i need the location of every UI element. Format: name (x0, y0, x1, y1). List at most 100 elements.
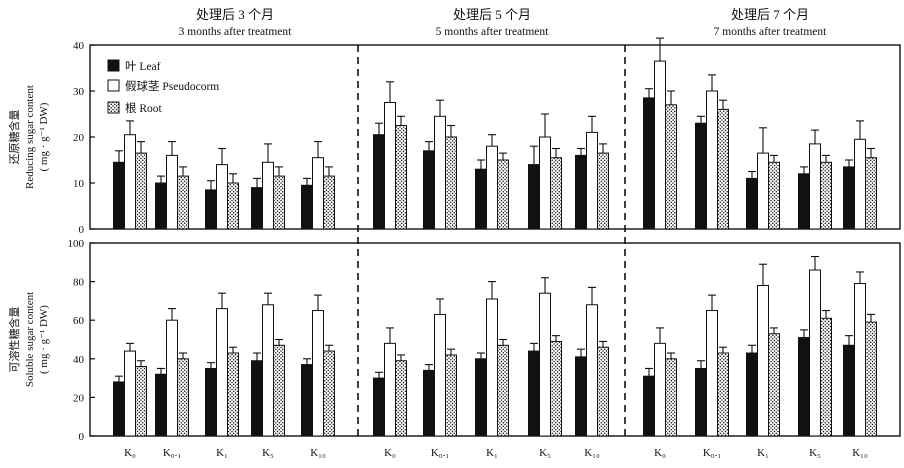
bar (262, 161, 274, 230)
category-label: K₀.₁ (163, 447, 182, 459)
bar (323, 175, 335, 230)
y-axis-label: 可溶性糖含量 (7, 307, 21, 373)
legend-swatch (107, 59, 120, 72)
bar (486, 298, 498, 437)
bar (706, 90, 718, 230)
bar (865, 157, 877, 230)
bar (434, 313, 446, 437)
bar (124, 350, 136, 437)
bar (695, 367, 707, 437)
bar (301, 364, 313, 437)
bar (665, 358, 677, 437)
bar (768, 333, 780, 437)
category-label: K₁ (757, 447, 769, 459)
y-axis-label: ( mg · g⁻¹ DW) (38, 102, 50, 171)
bar (706, 310, 718, 437)
category-label: K₀ (654, 447, 666, 459)
bar (820, 161, 832, 230)
y-axis-label: Soluble sugar content (24, 292, 36, 387)
period-title-cn: 处理后 3 个月 (196, 7, 274, 22)
period-title-en: 7 months after treatment (714, 26, 828, 38)
bar (539, 136, 551, 230)
bar (550, 340, 562, 437)
bar (497, 159, 509, 230)
bar (528, 350, 540, 437)
bar (597, 346, 609, 437)
y-axis-label: ( mg · g⁻¹ DW) (38, 305, 50, 374)
y-axis-label: Reducing sugar content (24, 85, 36, 189)
bar (273, 344, 285, 437)
bar (423, 369, 435, 437)
bar (528, 164, 540, 230)
y-tick-label: 20 (73, 132, 85, 144)
category-label: K₀ (384, 447, 396, 459)
bar (798, 173, 810, 230)
period-titles: 处理后 3 个月 3 months after treatment 处理后 5 个月… (179, 7, 828, 38)
category-label: K₁₀ (584, 447, 600, 459)
bar (155, 373, 167, 437)
bar (251, 360, 263, 437)
bar (177, 358, 189, 437)
bar (301, 184, 313, 230)
bar (113, 161, 125, 230)
category-label: K₁₀ (852, 447, 868, 459)
bar (843, 344, 855, 437)
category-label: K₀ (124, 447, 136, 459)
category-label: K₅ (539, 447, 551, 459)
y-axis-label: 还原糖含量 (7, 110, 21, 165)
legend: 叶 Leaf 假球茎 Pseudocorm 根 Root (107, 59, 219, 115)
bar (251, 187, 263, 230)
y-tick-label: 80 (73, 277, 85, 289)
bar (539, 292, 551, 437)
y-tick-label: 30 (73, 86, 85, 98)
bar (820, 317, 832, 437)
category-label: K₁ (216, 447, 228, 459)
bar (854, 138, 866, 230)
bar (227, 352, 239, 437)
bar (865, 321, 877, 437)
bar (216, 308, 228, 437)
bar (809, 269, 821, 437)
bar (155, 182, 167, 230)
bar-groups (113, 37, 877, 437)
legend-swatch (107, 79, 120, 92)
bar (124, 134, 136, 230)
period-title-en: 5 months after treatment (436, 26, 550, 38)
bar (717, 108, 729, 230)
bar (798, 337, 810, 437)
bar (695, 122, 707, 230)
y-tick-label: 40 (73, 354, 85, 366)
category-label: K₁₀ (310, 447, 326, 459)
period-dividers (357, 45, 626, 436)
bar (434, 115, 446, 230)
bar (445, 354, 457, 437)
bar (586, 131, 598, 230)
bar (475, 358, 487, 437)
bar (323, 350, 335, 437)
bar (854, 283, 866, 437)
legend-swatch (107, 101, 120, 114)
category-label: K₁ (486, 447, 498, 459)
bar (809, 143, 821, 230)
bar (643, 375, 655, 437)
bar (768, 161, 780, 230)
bar (475, 168, 487, 230)
bar (597, 152, 609, 230)
bar (384, 102, 396, 230)
bar (654, 60, 666, 230)
bar (757, 152, 769, 230)
bar (717, 352, 729, 437)
bar (423, 150, 435, 230)
bar (373, 377, 385, 437)
bar (205, 189, 217, 230)
bar (312, 310, 324, 437)
bar (654, 342, 666, 437)
legend-label: 假球茎 Pseudocorm (125, 79, 219, 93)
bar (643, 97, 655, 230)
y-tick-label: 100 (68, 238, 85, 250)
bar (135, 152, 147, 230)
bar (135, 366, 147, 437)
bar (746, 177, 758, 230)
period-title-en: 3 months after treatment (179, 26, 293, 38)
